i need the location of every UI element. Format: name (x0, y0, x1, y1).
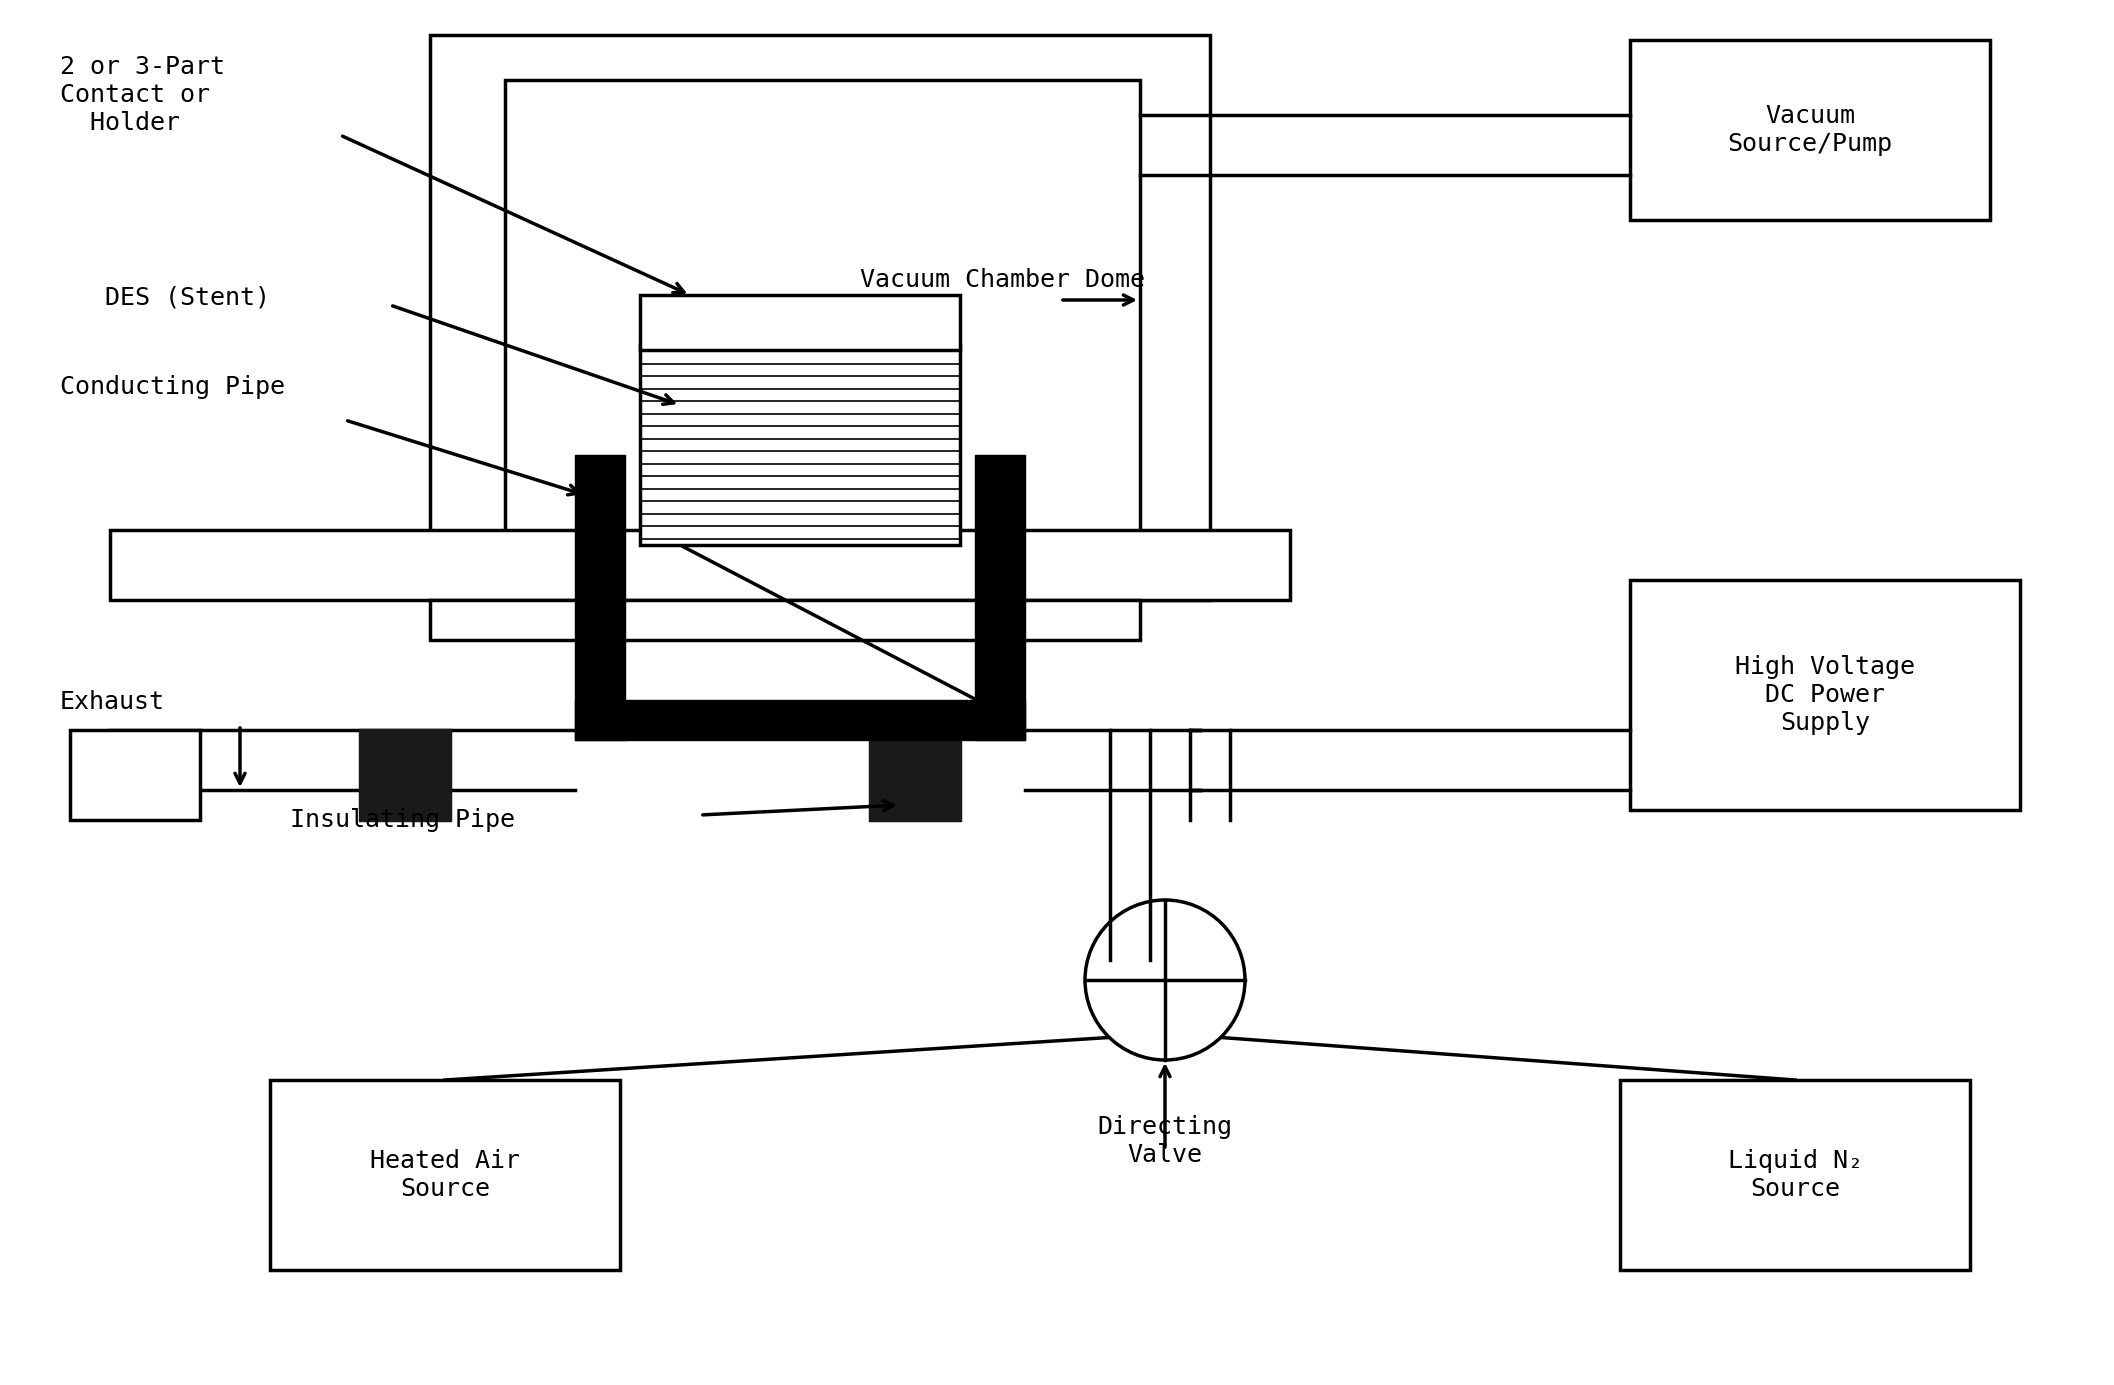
Text: High Voltage
DC Power
Supply: High Voltage DC Power Supply (1736, 655, 1915, 735)
Text: Heated Air
Source: Heated Air Source (370, 1150, 520, 1201)
Text: Vacuum Chamber Dome: Vacuum Chamber Dome (860, 269, 1146, 292)
Bar (1619, 1080, 1970, 1270)
Text: 2 or 3-Part
Contact or
  Holder: 2 or 3-Part Contact or Holder (59, 55, 224, 134)
Text: Vacuum
Source/Pump: Vacuum Source/Pump (1727, 104, 1892, 157)
Bar (871, 730, 960, 820)
Text: DES (Stent): DES (Stent) (106, 285, 271, 309)
Bar (70, 730, 201, 820)
Bar (641, 345, 960, 546)
Text: Liquid N₂
Source: Liquid N₂ Source (1727, 1150, 1862, 1201)
Bar (429, 600, 1139, 640)
Bar (271, 1080, 619, 1270)
Text: Exhaust: Exhaust (59, 690, 165, 715)
Bar (110, 530, 1290, 600)
Bar (505, 80, 1139, 555)
Bar (429, 35, 1209, 600)
Text: Insulating Pipe: Insulating Pipe (290, 807, 516, 832)
Bar (641, 295, 960, 350)
Text: Directing
Valve: Directing Valve (1097, 1115, 1232, 1166)
Bar (1630, 40, 1989, 220)
Bar (1630, 580, 2021, 810)
Text: Conducting Pipe: Conducting Pipe (59, 375, 285, 399)
Bar (359, 730, 450, 820)
